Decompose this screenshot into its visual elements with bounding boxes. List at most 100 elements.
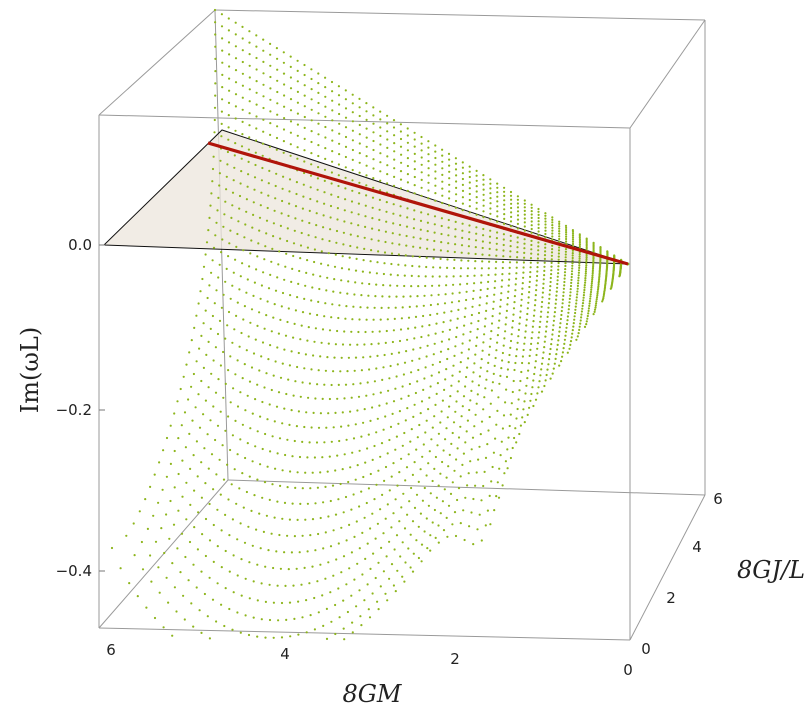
surface-point (301, 381, 304, 384)
surface-point (469, 330, 472, 333)
surface-point (383, 251, 387, 254)
surface-point (550, 269, 553, 272)
surface-point (239, 391, 242, 394)
surface-point (253, 281, 256, 284)
surface-point (414, 326, 417, 329)
surface-point (346, 292, 349, 295)
surface-point (357, 330, 360, 334)
surface-point (338, 142, 341, 145)
surface-point (527, 362, 531, 365)
surface-point (420, 171, 423, 174)
surface-point (585, 247, 588, 250)
surface-point (543, 254, 547, 257)
surface-point (234, 129, 237, 132)
surface-point (289, 109, 293, 112)
surface-point (589, 293, 592, 296)
surface-point (372, 393, 375, 396)
surface-point (447, 226, 450, 229)
surface-point (224, 200, 227, 203)
surface-point (557, 334, 561, 338)
surface-point (246, 278, 249, 281)
surface-point (262, 83, 265, 86)
surface-point (196, 548, 199, 551)
surface-point (470, 322, 473, 325)
surface-point (586, 317, 589, 320)
surface-point (227, 255, 230, 258)
surface-point (523, 400, 526, 403)
surface-point (376, 261, 379, 264)
surface-point (373, 444, 376, 448)
surface-point (182, 375, 185, 378)
surface-point (258, 512, 261, 515)
surface-point (365, 501, 368, 505)
surface-point (280, 305, 283, 308)
surface-point (528, 280, 531, 283)
surface-point (239, 631, 242, 634)
surface-point (203, 592, 206, 596)
surface-point (514, 289, 517, 292)
surface-point (472, 497, 475, 501)
surface-point (398, 233, 401, 236)
surface-point (385, 201, 388, 204)
surface-point (392, 584, 395, 587)
surface-point (578, 259, 581, 262)
surface-point (434, 199, 437, 202)
surface-point (502, 238, 505, 241)
surface-point (240, 594, 243, 597)
surface-point (496, 210, 499, 213)
surface-point (310, 108, 313, 111)
surface-point (349, 466, 352, 469)
surface-point (331, 150, 334, 153)
surface-point (557, 255, 560, 258)
surface-point (327, 561, 330, 564)
surface-point (280, 212, 283, 215)
surface-point (383, 479, 386, 482)
surface-point (371, 512, 374, 515)
surface-point (335, 558, 338, 561)
surface-point (317, 91, 320, 94)
surface-point (447, 218, 450, 222)
surface-point (317, 122, 320, 125)
surface-point (553, 315, 556, 318)
surface-point (536, 274, 539, 278)
surface-point (306, 456, 309, 459)
surface-point (425, 256, 428, 259)
surface-point (447, 504, 451, 507)
surface-point (493, 509, 496, 512)
surface-point (478, 513, 481, 516)
surface-point (415, 539, 418, 542)
surface-point (321, 456, 324, 459)
surface-point (481, 240, 484, 243)
surface-point (453, 250, 456, 254)
line-series (207, 141, 629, 266)
surface-point (282, 151, 285, 154)
surface-point (244, 456, 247, 460)
surface-point (222, 225, 225, 228)
surface-point (169, 499, 172, 503)
surface-point (582, 294, 586, 297)
surface-point (529, 271, 532, 274)
surface-point (234, 69, 238, 72)
surface-point (296, 296, 299, 299)
surface-point (529, 275, 532, 278)
surface-point (523, 225, 526, 228)
surface-point (224, 429, 227, 432)
surface-point (296, 90, 299, 93)
surface-point (392, 400, 396, 403)
surface-point (336, 207, 339, 210)
surface-point (296, 134, 299, 137)
surface-point (564, 334, 567, 337)
surface-point (262, 530, 265, 534)
z-tick-label: −0.4 (56, 562, 92, 580)
surface-point (260, 618, 263, 621)
surface-point (260, 191, 263, 194)
surface-point (319, 563, 322, 566)
surface-point (580, 316, 583, 319)
surface-point (377, 469, 380, 472)
surface-point (197, 302, 200, 305)
surface-point (290, 280, 293, 283)
surface-point (202, 366, 205, 369)
surface-point (293, 535, 296, 538)
surface-point (310, 163, 313, 166)
surface-point (471, 305, 474, 308)
